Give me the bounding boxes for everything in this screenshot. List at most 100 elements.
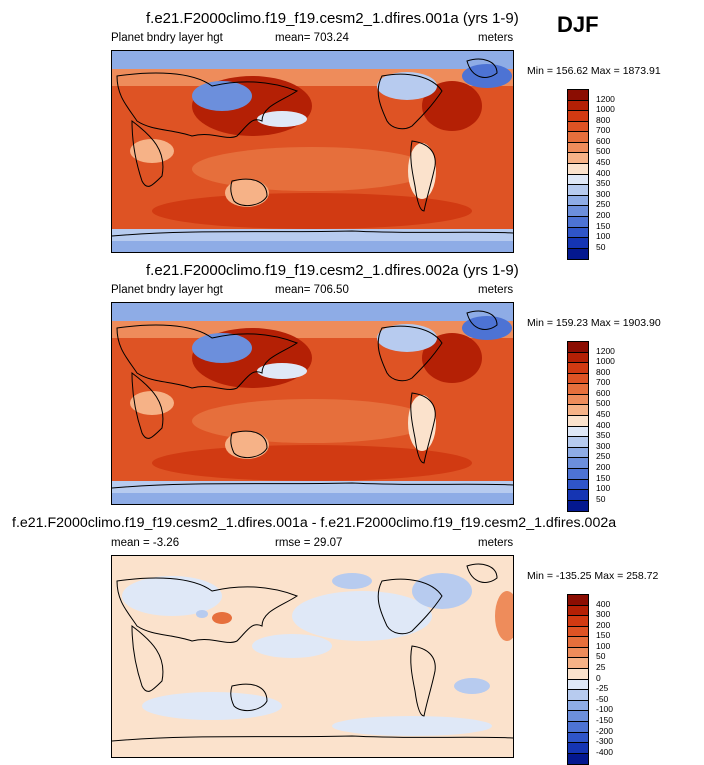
colorbar-label: 100 bbox=[596, 231, 611, 242]
colorbar-cell bbox=[568, 500, 588, 512]
colorbar-cell bbox=[568, 616, 588, 627]
colorbar-cell bbox=[568, 206, 588, 217]
colorbar-label: 1000 bbox=[596, 104, 615, 115]
colorbar-label: -150 bbox=[596, 714, 614, 725]
colorbar-label: 400 bbox=[596, 419, 611, 430]
panel-3-mean-label: mean = -3.26 bbox=[111, 537, 180, 549]
colorbar-label: 100 bbox=[596, 640, 611, 651]
colorbar-cell bbox=[568, 490, 588, 501]
colorbar-cell bbox=[568, 732, 588, 744]
panel-1-colorbar bbox=[567, 89, 589, 261]
colorbar-cell bbox=[568, 373, 588, 385]
panel-2-colorbar bbox=[567, 341, 589, 513]
colorbar-cell bbox=[568, 468, 588, 480]
panel-2-variable-label: Planet bndry layer hgt bbox=[111, 284, 223, 296]
colorbar-label: 400 bbox=[596, 598, 611, 609]
panel-2-minmax: Min = 159.23 Max = 1903.90 bbox=[527, 317, 661, 329]
colorbar-label: 300 bbox=[596, 440, 611, 451]
colorbar-cell bbox=[568, 626, 588, 638]
colorbar-label: 500 bbox=[596, 398, 611, 409]
colorbar-cell bbox=[568, 227, 588, 239]
colorbar-label: 800 bbox=[596, 114, 611, 125]
colorbar-label: 450 bbox=[596, 409, 611, 420]
colorbar-label: 350 bbox=[596, 430, 611, 441]
colorbar-cell bbox=[568, 605, 588, 617]
panel-1-title: f.e21.F2000climo.f19_f19.cesm2_1.dfires.… bbox=[146, 10, 519, 27]
colorbar-cell bbox=[568, 679, 588, 691]
panel-1-map bbox=[111, 50, 514, 253]
colorbar-cell bbox=[568, 185, 588, 196]
colorbar-cell bbox=[568, 658, 588, 670]
colorbar-cell bbox=[568, 352, 588, 364]
colorbar-cell bbox=[568, 700, 588, 712]
colorbar-cell bbox=[568, 248, 588, 260]
colorbar-label: -25 bbox=[596, 683, 609, 694]
colorbar-cell bbox=[568, 384, 588, 395]
panel-1-units-label: meters bbox=[478, 32, 514, 44]
colorbar-label: -300 bbox=[596, 736, 614, 747]
colorbar-label: 600 bbox=[596, 387, 611, 398]
colorbar-cell bbox=[568, 437, 588, 448]
colorbar-cell bbox=[568, 238, 588, 249]
colorbar-cell bbox=[568, 142, 588, 154]
colorbar-cell bbox=[568, 90, 588, 101]
colorbar-cell bbox=[568, 195, 588, 207]
colorbar-label: 150 bbox=[596, 472, 611, 483]
panel-3-minmax: Min = -135.25 Max = 258.72 bbox=[527, 570, 659, 582]
colorbar-cell bbox=[568, 669, 588, 680]
colorbar-label: 50 bbox=[596, 651, 606, 662]
colorbar-label: 200 bbox=[596, 619, 611, 630]
colorbar-label: 25 bbox=[596, 662, 606, 673]
colorbar-label: 300 bbox=[596, 609, 611, 620]
colorbar-label: 1200 bbox=[596, 345, 615, 356]
colorbar-label: -100 bbox=[596, 704, 614, 715]
panel-2-units-label: meters bbox=[478, 284, 514, 296]
colorbar-label: 250 bbox=[596, 451, 611, 462]
colorbar-cell bbox=[568, 426, 588, 438]
panel-2-title: f.e21.F2000climo.f19_f19.cesm2_1.dfires.… bbox=[146, 262, 519, 279]
colorbar-label: 400 bbox=[596, 167, 611, 178]
colorbar-cell bbox=[568, 753, 588, 765]
colorbar-cell bbox=[568, 721, 588, 733]
colorbar-label: 1000 bbox=[596, 356, 615, 367]
panel-3-colorbar bbox=[567, 594, 589, 765]
colorbar-cell bbox=[568, 743, 588, 754]
season-label: DJF bbox=[557, 12, 599, 37]
colorbar-cell bbox=[568, 174, 588, 186]
colorbar-label: 450 bbox=[596, 157, 611, 168]
colorbar-label: 250 bbox=[596, 199, 611, 210]
panel-1-mean-label: mean= 703.24 bbox=[275, 32, 349, 44]
colorbar-cell bbox=[568, 342, 588, 353]
colorbar-label: 200 bbox=[596, 209, 611, 220]
colorbar-label: 350 bbox=[596, 178, 611, 189]
colorbar-cell bbox=[568, 394, 588, 406]
colorbar-cell bbox=[568, 711, 588, 722]
panel-3-map bbox=[111, 555, 514, 758]
colorbar-label: 700 bbox=[596, 125, 611, 136]
colorbar-label: 1200 bbox=[596, 93, 615, 104]
colorbar-cell bbox=[568, 363, 588, 374]
colorbar-cell bbox=[568, 458, 588, 469]
colorbar-cell bbox=[568, 637, 588, 648]
panel-3-units-label: meters bbox=[478, 537, 514, 549]
colorbar-label: 200 bbox=[596, 461, 611, 472]
colorbar-cell bbox=[568, 595, 588, 606]
panel-3-rmse-label: rmse = 29.07 bbox=[275, 537, 343, 549]
colorbar-cell bbox=[568, 416, 588, 427]
panel-3-title: f.e21.F2000climo.f19_f19.cesm2_1.dfires.… bbox=[12, 515, 617, 531]
colorbar-cell bbox=[568, 690, 588, 701]
colorbar-cell bbox=[568, 447, 588, 459]
panel-2-map bbox=[111, 302, 514, 505]
colorbar-label: 600 bbox=[596, 135, 611, 146]
colorbar-cell bbox=[568, 479, 588, 491]
colorbar-label: 100 bbox=[596, 483, 611, 494]
panel-2-mean-label: mean= 706.50 bbox=[275, 284, 349, 296]
colorbar-label: 150 bbox=[596, 220, 611, 231]
colorbar-label: 50 bbox=[596, 241, 606, 252]
panel-1-variable-label: Planet bndry layer hgt bbox=[111, 32, 223, 44]
colorbar-label: 50 bbox=[596, 493, 606, 504]
colorbar-cell bbox=[568, 405, 588, 417]
colorbar-cell bbox=[568, 111, 588, 122]
colorbar-label: 300 bbox=[596, 188, 611, 199]
panel-1-minmax: Min = 156.62 Max = 1873.91 bbox=[527, 65, 661, 77]
